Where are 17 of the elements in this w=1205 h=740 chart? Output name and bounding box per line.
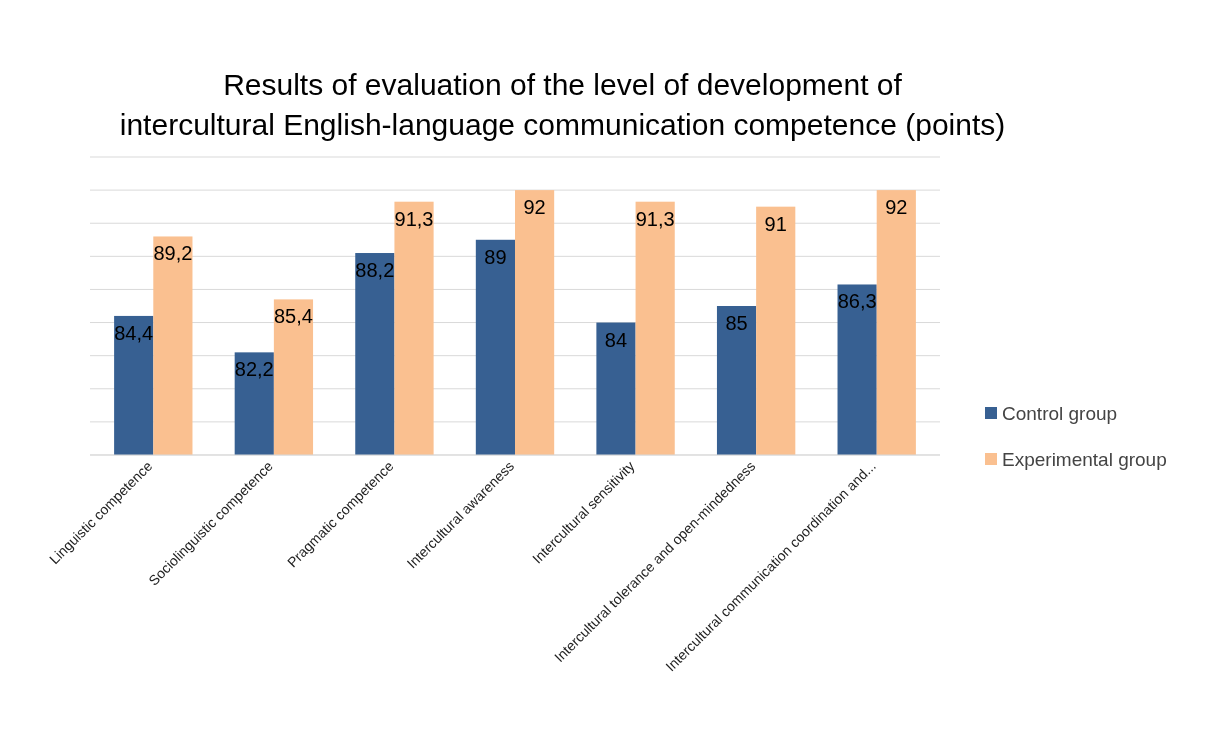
- data-label: 91,3: [635, 207, 675, 230]
- data-label: 84: [604, 328, 628, 351]
- data-label: 89: [484, 245, 507, 268]
- chart-title: Results of evaluation of the level of development of intercultural English-language communication competence (points): [119, 68, 1006, 141]
- data-label: 92: [885, 196, 908, 219]
- data-label: 91: [764, 212, 787, 235]
- legend-label: Control group: [1002, 402, 1118, 424]
- data-label: 89,2: [153, 242, 193, 265]
- data-label: 91,3: [394, 207, 434, 230]
- data-label: 84,4: [114, 321, 154, 344]
- data-label: 85: [725, 312, 748, 334]
- data-label: 82,2: [234, 358, 274, 381]
- data-label: 86,3: [837, 290, 877, 313]
- legend-label: Experimental group: [1002, 448, 1167, 470]
- data-label: 85,4: [273, 305, 313, 328]
- data-label: 88,2: [355, 259, 395, 282]
- data-label: 92: [523, 196, 546, 219]
